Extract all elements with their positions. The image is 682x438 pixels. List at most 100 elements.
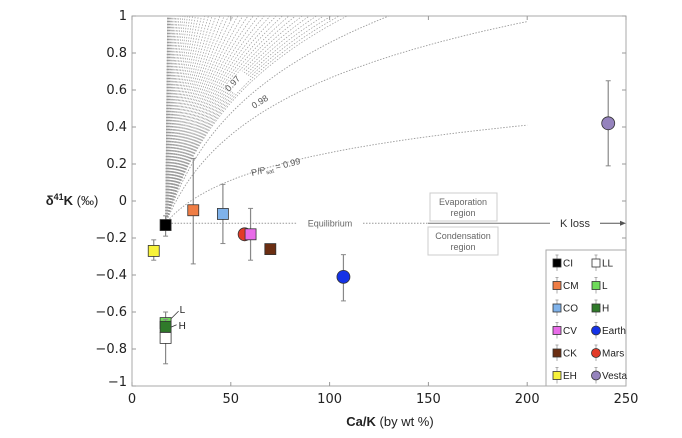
data-point-ci: [159, 215, 172, 237]
legend-item-ci: CI: [552, 254, 573, 271]
marker-cv: [244, 228, 257, 241]
legend-label-cv: CV: [563, 326, 577, 337]
evaporation-curve-unlabeled: [165, 16, 184, 224]
legend-label-earth: Earth: [602, 326, 626, 337]
evaporation-curves: P/Psat = 0.990.980.97: [165, 16, 528, 224]
l-annotation: L: [180, 305, 186, 316]
y-axis-title-unit: (‰): [73, 193, 98, 208]
x-tick-label: 200: [515, 392, 540, 407]
curve-label-0.99: P/Psat = 0.99: [250, 156, 302, 180]
marker-vesta: [601, 116, 616, 131]
marker-vesta: [591, 370, 601, 381]
curve-label-prefix: P/P: [250, 165, 267, 178]
evaporation-curve-0.98: [165, 21, 528, 224]
evaporation-curve-unlabeled: [165, 16, 217, 224]
x-tick-label: 100: [317, 392, 342, 407]
evaporation-curve-unlabeled: [165, 16, 209, 224]
evaporation-curve-unlabeled: [165, 16, 202, 224]
evaporation-curve-unlabeled: [165, 16, 234, 224]
x-axis-title-unit: (by wt %): [376, 414, 434, 429]
data-point-h: [159, 318, 172, 333]
evaporation-curve-unlabeled: [165, 16, 348, 224]
marker-eh: [552, 371, 562, 380]
curve-label-suffix: = 0.99: [272, 156, 301, 172]
evaporation-curve-unlabeled: [165, 16, 199, 224]
data-point-ck: [264, 243, 277, 256]
marker-earth: [336, 269, 351, 284]
evaporation-curve-unlabeled: [165, 16, 225, 224]
curve-label-bg-0.97: [226, 69, 250, 95]
evaporation-box-line2: region: [450, 208, 475, 218]
y-tick-label: −0.6: [95, 305, 127, 320]
y-tick-label: 0.4: [106, 120, 127, 135]
evaporation-curve-unlabeled: [165, 16, 244, 224]
marker-cm: [187, 204, 200, 217]
evaporation-curve-unlabeled: [165, 16, 221, 224]
x-tick-label: 250: [614, 392, 639, 407]
legend-box: [545, 249, 627, 387]
evaporation-curve-unlabeled: [165, 16, 332, 224]
y-tick-label: 0.6: [106, 83, 127, 98]
y-tick-label: −0.8: [95, 342, 127, 357]
x-tick-label: 50: [223, 392, 240, 407]
legend-item-cv: CV: [552, 322, 577, 339]
x-tick-label: 0: [128, 392, 136, 407]
data-point-eh: [147, 239, 160, 261]
legend-label-h: H: [602, 304, 609, 315]
legend-item-ck: CK: [552, 344, 577, 361]
marker-h: [591, 303, 601, 313]
legend-item-co: CO: [552, 299, 578, 316]
marker-co: [216, 208, 229, 220]
evaporation-curve-0.97: [165, 16, 390, 224]
x-axis-title: Ca/K (by wt %): [346, 414, 433, 429]
marker-co: [552, 303, 562, 313]
y-axis-title-delta: δ: [46, 193, 54, 208]
legend-label-ck: CK: [563, 349, 577, 360]
evaporation-curve-unlabeled: [165, 16, 277, 224]
legend-label-vesta: Vesta: [602, 371, 627, 382]
y-axis-title-k: K: [64, 193, 74, 208]
evaporation-curve-unlabeled: [165, 16, 254, 224]
marker-ck: [552, 348, 562, 358]
legend-label-ci: CI: [563, 259, 573, 270]
data-point-co: [216, 183, 229, 245]
marker-ck: [264, 243, 277, 256]
evaporation-curve-unlabeled: [165, 16, 283, 224]
marker-ll: [591, 258, 601, 268]
legend-label-mars: Mars: [602, 349, 624, 360]
legend-label-ll: LL: [602, 259, 614, 270]
condensation-box-line1: Condensation: [435, 231, 491, 241]
evaporation-box-line1: Evaporation: [439, 197, 487, 207]
k-loss-arrowhead: [620, 220, 626, 226]
marker-l: [591, 281, 601, 290]
marker-ll: [159, 331, 172, 344]
curve-label-sub: sat: [266, 169, 276, 177]
marker-cm: [552, 281, 562, 290]
y-tick-label: −0.4: [95, 268, 127, 283]
marker-eh: [147, 245, 160, 257]
evaporation-curve-unlabeled: [165, 16, 174, 224]
y-axis-title-sup: 41: [54, 192, 64, 202]
legend-item-eh: EH: [552, 367, 577, 384]
evaporation-curve-0.99: [165, 124, 528, 224]
legend-item-l: L: [591, 277, 608, 294]
legend-label-l: L: [602, 281, 608, 292]
legend-label-cm: CM: [563, 281, 579, 292]
data-point-earth: [336, 254, 351, 302]
legend-item-earth: Earth: [591, 322, 626, 339]
marker-earth: [591, 325, 601, 336]
data-point-vesta: [601, 80, 616, 167]
y-tick-label: −0.2: [95, 231, 127, 246]
x-tick-label: 150: [416, 392, 441, 407]
legend-item-cm: CM: [552, 277, 579, 294]
condensation-box-line2: region: [450, 242, 475, 252]
evaporation-curve-unlabeled: [165, 16, 259, 224]
evaporation-curve-unlabeled: [165, 16, 191, 224]
evaporation-curve-unlabeled: [165, 16, 213, 224]
equilibrium-label: Equilibrium: [308, 219, 353, 229]
condensation-box: [427, 226, 499, 256]
evaporation-curve-unlabeled: [165, 16, 229, 224]
y-tick-label: 0.8: [106, 46, 127, 61]
legend-item-h: H: [591, 299, 609, 316]
legend-label-co: CO: [563, 304, 578, 315]
